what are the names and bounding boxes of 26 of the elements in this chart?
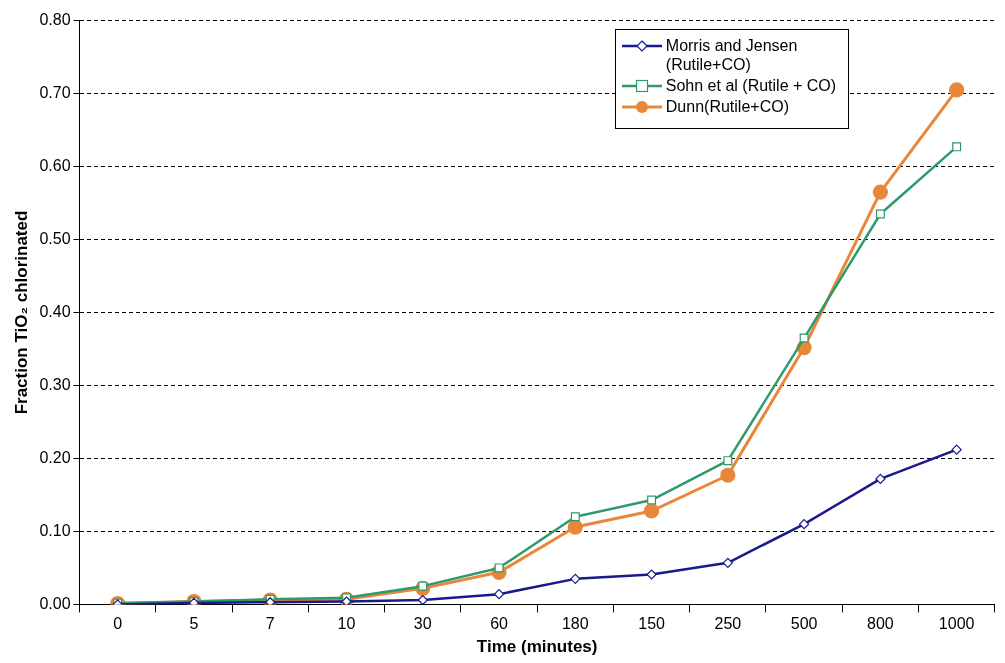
x-tick-label: 5 <box>189 615 199 633</box>
y-tick-label: 0.40 <box>39 302 71 320</box>
x-tick-label: 60 <box>490 615 509 633</box>
y-tick-label: 0.30 <box>39 375 71 393</box>
y-tick-label: 0.60 <box>39 156 71 174</box>
x-tick-label: 800 <box>867 615 894 633</box>
y-tick-label: 0.20 <box>39 448 71 466</box>
x-tick-label: 500 <box>790 615 818 633</box>
legend-label: Dunn(Rutile+CO) <box>665 96 789 116</box>
legend-label: Sohn et al (Rutile + CO) <box>665 75 837 95</box>
y-tick-label: 0.80 <box>39 11 71 29</box>
y-tick-label: 0.50 <box>39 229 71 247</box>
x-axis-title: Time (minutes) <box>476 637 598 657</box>
y-tick-label: 0.70 <box>39 83 71 101</box>
x-tick-label: 1000 <box>938 615 975 633</box>
x-tick-label: 180 <box>561 615 589 633</box>
x-tick-label: 7 <box>265 615 275 633</box>
legend-label: Morris and Jensen (Rutile+CO) <box>665 35 799 74</box>
x-tick-label: 0 <box>113 615 123 633</box>
x-tick-label: 250 <box>714 615 742 633</box>
y-tick-label: 0.10 <box>39 521 71 539</box>
y-tick-label: 0.00 <box>39 594 71 612</box>
x-tick-label: 30 <box>413 615 432 633</box>
x-tick-label: 10 <box>337 615 356 633</box>
y-axis-title: Fraction TiO₂ chlorinated <box>11 210 31 415</box>
x-tick-label: 150 <box>638 615 666 633</box>
